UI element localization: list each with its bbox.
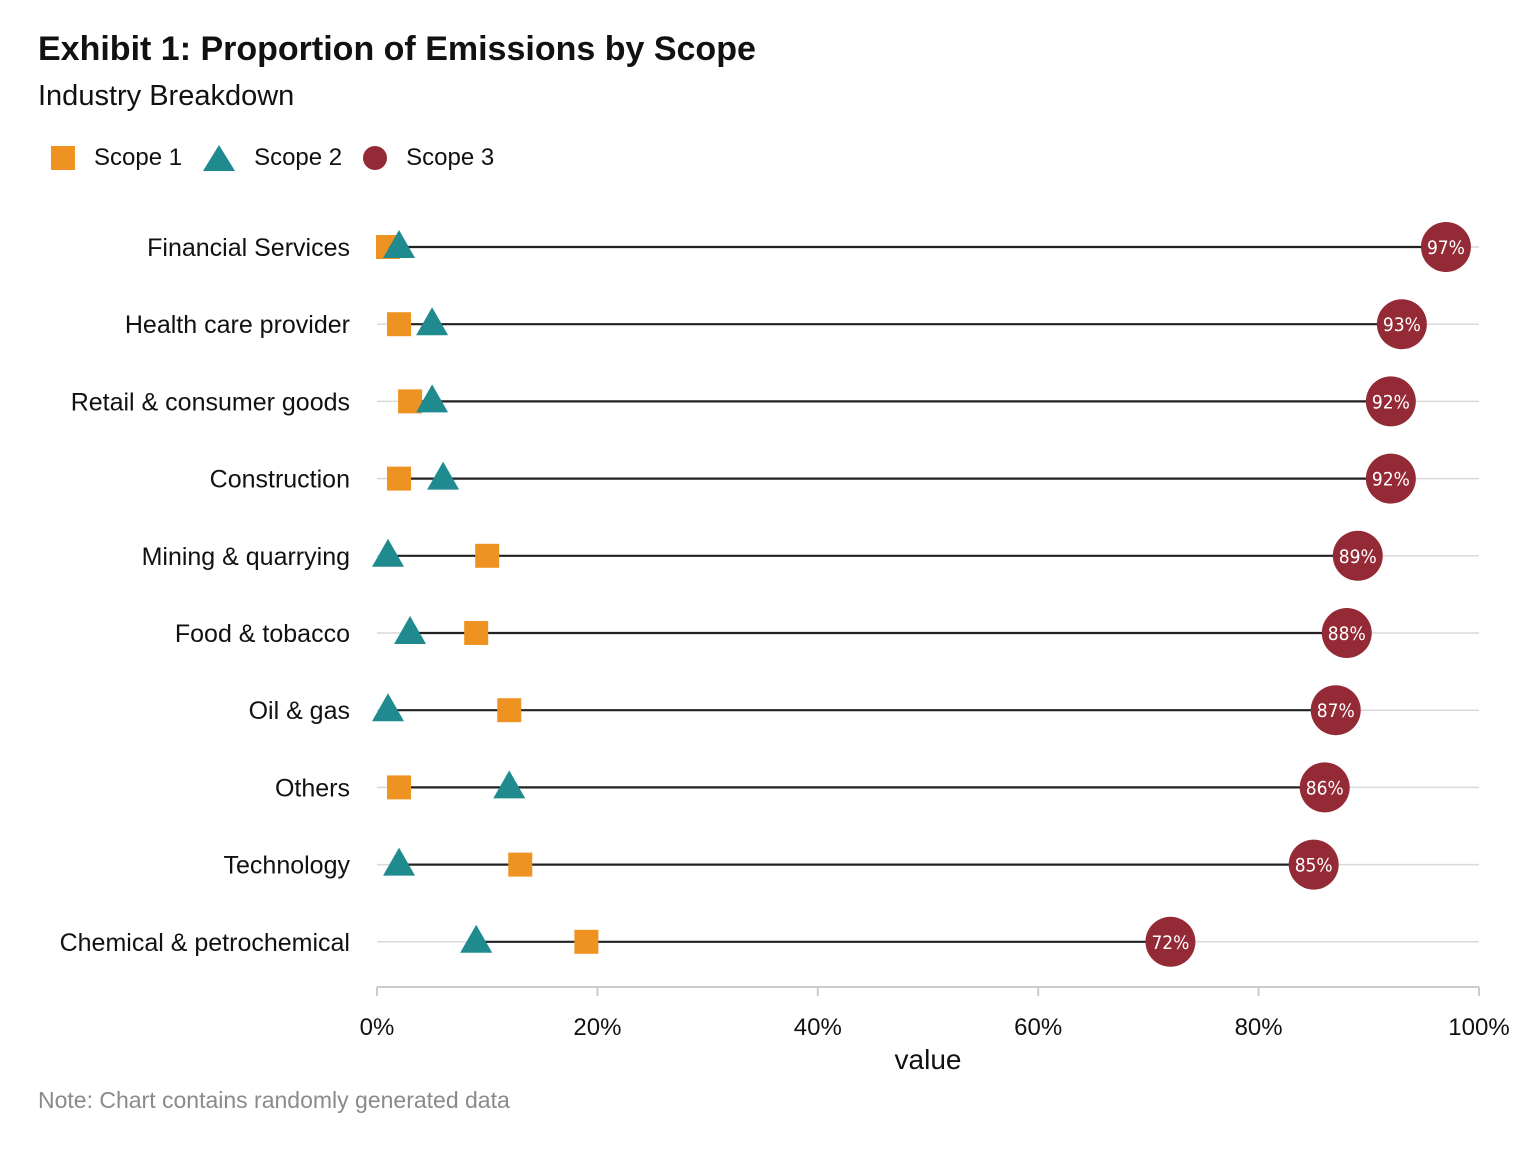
square-icon [51, 146, 75, 170]
legend-label-scope2: Scope 2 [254, 144, 343, 171]
scope1-point [387, 312, 412, 337]
scope3-data-label: 85% [1295, 855, 1333, 877]
scope3-data-label: 72% [1151, 932, 1189, 954]
x-tick-label: 20% [573, 1014, 621, 1041]
category-label: Retail & consumer goods [71, 388, 350, 416]
legend-label-scope3: Scope 3 [406, 144, 495, 171]
scope3-point [1321, 608, 1372, 658]
scope1-point [508, 852, 533, 877]
category-label: Technology [224, 852, 351, 880]
category-label: Oil & gas [249, 697, 350, 725]
scope2-point [427, 461, 460, 490]
x-tick-label: 40% [794, 1014, 842, 1041]
legend-label-scope1: Scope 1 [94, 144, 183, 171]
scope3-data-label: 92% [1372, 469, 1410, 491]
scope2-point [383, 230, 416, 258]
scope3-point [1332, 530, 1383, 581]
chart-title: Exhibit 1: Proportion of Emissions by Sc… [38, 30, 756, 68]
x-tick-label: 60% [1014, 1014, 1062, 1041]
scope3-data-label: 86% [1306, 777, 1344, 799]
x-tick-label: 80% [1235, 1014, 1283, 1041]
scope2-point [383, 847, 416, 876]
scope3-point [1365, 376, 1416, 427]
scope3-data-label: 87% [1317, 700, 1355, 722]
scope3-point [1376, 299, 1427, 350]
scope1-point [475, 543, 500, 568]
scope3-point [1365, 453, 1416, 504]
legend-item-scope2: Scope 2 [202, 144, 342, 172]
scope1-point [497, 698, 522, 723]
category-label: Construction [210, 466, 350, 494]
scope3-point [1145, 916, 1196, 967]
category-label: Health care provider [125, 311, 350, 339]
scope3-data-label: 93% [1383, 314, 1421, 336]
scope2-point [493, 770, 526, 799]
legend: Scope 1 Scope 2 Scope 3 [50, 138, 514, 178]
scope3-data-label: 89% [1339, 546, 1377, 568]
triangle-icon [203, 145, 236, 171]
scope1-point [387, 775, 412, 800]
circle-icon [363, 146, 388, 170]
category-label: Chemical & petrochemical [60, 929, 350, 957]
chart-subtitle: Industry Breakdown [38, 80, 295, 112]
category-label: Financial Services [147, 234, 350, 262]
category-label: Food & tobacco [175, 620, 350, 648]
scope2-point [372, 693, 405, 722]
x-tick-label: 0% [360, 1014, 395, 1041]
scope3-data-label: 97% [1427, 237, 1465, 259]
scope3-point [1310, 685, 1361, 736]
scope3-data-label: 88% [1328, 623, 1366, 645]
category-label: Others [275, 774, 350, 802]
scope1-point [464, 621, 489, 645]
scope3-data-label: 92% [1372, 391, 1410, 413]
scope1-point [387, 466, 412, 491]
scope3-point [1299, 762, 1350, 813]
scope2-point [394, 616, 427, 644]
legend-item-scope3: Scope 3 [362, 144, 494, 172]
x-axis-title: value [895, 1044, 962, 1075]
scope2-point [372, 538, 405, 567]
chart-note: Note: Chart contains randomly generated … [38, 1087, 510, 1113]
scope2-point [416, 307, 449, 336]
scope3-point [1420, 222, 1471, 272]
scope3-point [1288, 839, 1339, 890]
scope2-point [416, 384, 449, 413]
x-tick-label: 100% [1448, 1014, 1509, 1041]
scope2-point [460, 924, 493, 953]
scope1-point [574, 929, 599, 954]
category-label: Mining & quarrying [142, 543, 350, 571]
legend-item-scope1: Scope 1 [50, 144, 182, 172]
